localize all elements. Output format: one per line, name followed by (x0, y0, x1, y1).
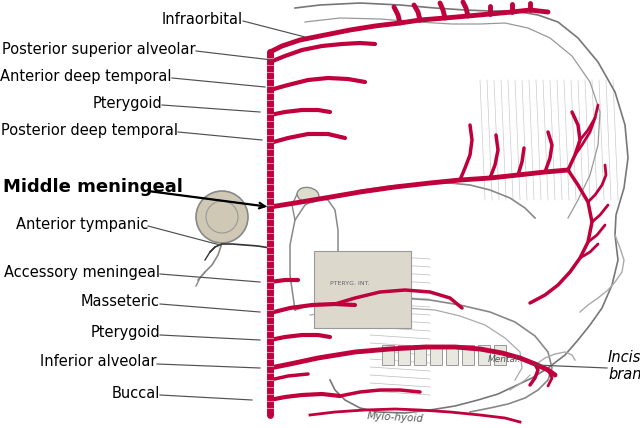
Text: Buccal: Buccal (111, 386, 160, 401)
Text: Pterygoid: Pterygoid (90, 326, 160, 341)
Text: Accessory meningeal: Accessory meningeal (4, 265, 160, 279)
Bar (398, 345, 410, 365)
Text: PTERYG. INT.: PTERYG. INT. (330, 281, 370, 286)
Text: Middle meningeal: Middle meningeal (3, 178, 183, 196)
Text: Mental.: Mental. (488, 355, 522, 364)
Ellipse shape (297, 187, 319, 202)
Bar (494, 345, 506, 365)
Text: Masseteric: Masseteric (81, 294, 160, 309)
Bar (382, 345, 394, 365)
Text: Posterior deep temporal: Posterior deep temporal (1, 122, 178, 137)
FancyBboxPatch shape (314, 251, 411, 328)
Text: Mylo-hyoid: Mylo-hyoid (367, 411, 424, 424)
Text: Infraorbital: Infraorbital (162, 12, 243, 27)
Text: Anterior tympanic: Anterior tympanic (15, 217, 148, 232)
Bar (462, 345, 474, 365)
Circle shape (196, 191, 248, 243)
Bar (414, 345, 426, 365)
Bar (430, 345, 442, 365)
Text: Posterior superior alveolar: Posterior superior alveolar (3, 42, 196, 56)
Text: Anterior deep temporal: Anterior deep temporal (1, 68, 172, 83)
Text: Incisor
branch: Incisor branch (608, 350, 640, 382)
Text: Inferior alveolar: Inferior alveolar (40, 354, 157, 369)
Bar (446, 345, 458, 365)
Bar (478, 345, 490, 365)
Text: Pterygoid: Pterygoid (92, 95, 162, 110)
